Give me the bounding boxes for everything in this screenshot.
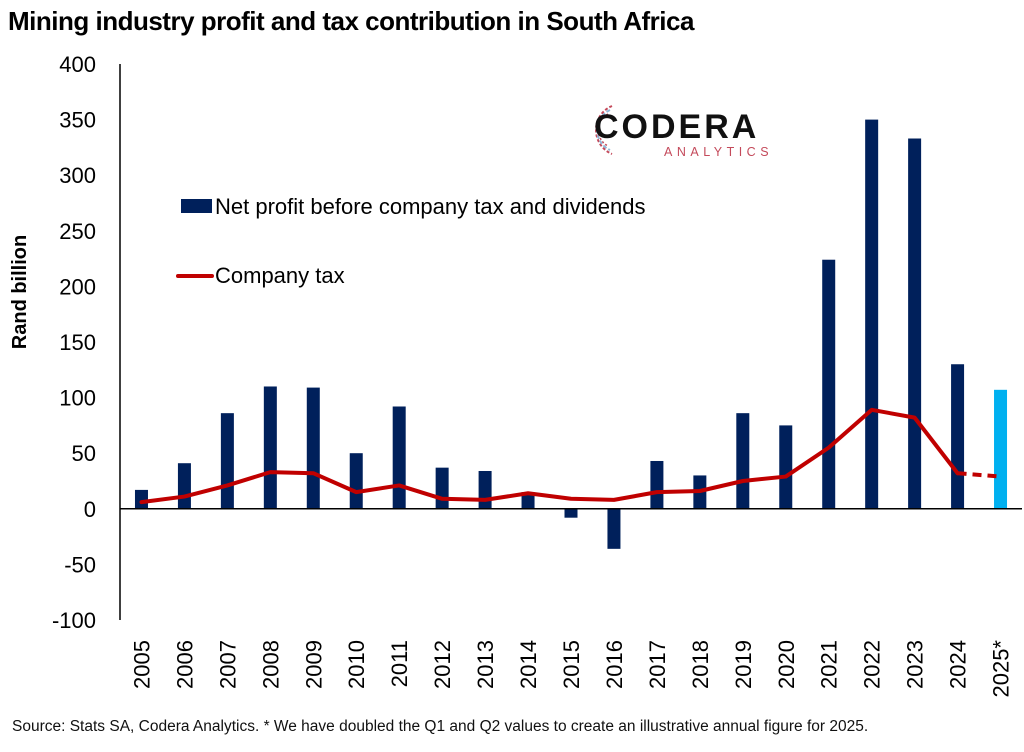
source-note: Source: Stats SA, Codera Analytics. * We… <box>12 718 869 735</box>
y-tick-label: 200 <box>59 274 96 299</box>
x-axis-ticks: 2005 2006 2007 2008 2009 2010 2011 2012 2013 2014… <box>129 640 1013 698</box>
x-tick-label: 2025* <box>989 640 1014 698</box>
x-tick-label: 2007 <box>215 640 240 689</box>
x-tick-label: 2011 <box>387 640 412 687</box>
logo-word: CODERA <box>594 108 760 146</box>
x-tick-label: 2018 <box>688 640 713 689</box>
y-tick-label: 50 <box>72 441 96 466</box>
bar-2015 <box>564 508 578 518</box>
y-tick-label: 250 <box>59 219 96 244</box>
legend-label-tax: Company tax <box>215 263 345 288</box>
bar-2009 <box>306 387 320 509</box>
x-tick-label: 2016 <box>602 640 627 689</box>
bars <box>134 119 1008 549</box>
x-tick-label: 2005 <box>129 640 154 689</box>
bar-2025* <box>994 389 1008 509</box>
logo-subtitle: ANALYTICS <box>664 145 774 159</box>
y-tick-label: 0 <box>84 497 96 522</box>
bar-2023 <box>908 138 922 509</box>
x-tick-label: 2014 <box>516 640 541 689</box>
bar-2012 <box>435 467 449 509</box>
x-tick-label: 2006 <box>172 640 197 689</box>
bar-2020 <box>779 425 793 509</box>
x-tick-label: 2015 <box>559 640 584 689</box>
bar-2006 <box>177 463 191 509</box>
y-tick-label: 300 <box>59 163 96 188</box>
x-tick-label: 2009 <box>301 640 326 689</box>
bar-2011 <box>392 406 406 509</box>
x-tick-label: 2024 <box>946 640 971 689</box>
x-tick-label: 2013 <box>473 640 498 689</box>
y-axis-label: Rand billion <box>9 235 31 349</box>
bar-2016 <box>607 508 621 549</box>
bar-2021 <box>822 259 836 509</box>
bar-2019 <box>736 413 750 509</box>
y-tick-label: 100 <box>59 386 96 411</box>
bar-2017 <box>650 460 664 509</box>
legend-label-profit: Net profit before company tax and divide… <box>215 194 645 219</box>
x-tick-label: 2008 <box>258 640 283 689</box>
y-tick-label: -50 <box>64 552 96 577</box>
x-tick-label: 2019 <box>731 640 756 689</box>
tax-line <box>139 407 1001 505</box>
bar-2007 <box>220 413 234 509</box>
y-tick-label: 350 <box>59 108 96 133</box>
x-tick-label: 2022 <box>860 640 885 689</box>
tax-line-solid <box>139 407 960 505</box>
bar-2024 <box>951 364 965 509</box>
y-tick-label: 150 <box>59 330 96 355</box>
x-tick-label: 2010 <box>344 640 369 689</box>
y-tick-label: -100 <box>52 608 96 633</box>
x-tick-label: 2020 <box>774 640 799 689</box>
logo-mark-icon <box>595 105 613 155</box>
x-tick-label: 2023 <box>903 640 928 689</box>
y-axis-ticks: 400 350 300 250 200 150 100 50 0 -50 -100 <box>52 52 96 633</box>
bar-2005 <box>134 489 148 509</box>
bar-2013 <box>478 470 492 509</box>
bar-2022 <box>865 119 879 509</box>
chart-title: Mining industry profit and tax contribut… <box>8 6 694 36</box>
x-tick-label: 2021 <box>817 640 842 689</box>
bar-2014 <box>521 492 535 509</box>
y-tick-label: 400 <box>59 52 96 77</box>
legend: Net profit before company tax and divide… <box>176 194 645 288</box>
x-tick-label: 2017 <box>645 640 670 689</box>
x-tick-label: 2012 <box>430 640 455 689</box>
bar-2008 <box>263 386 277 509</box>
bar-2010 <box>349 453 363 509</box>
codera-logo: CODERA ANALYTICS <box>578 98 769 162</box>
legend-swatch-profit <box>181 199 212 213</box>
tax-line-dashed <box>957 471 1001 479</box>
